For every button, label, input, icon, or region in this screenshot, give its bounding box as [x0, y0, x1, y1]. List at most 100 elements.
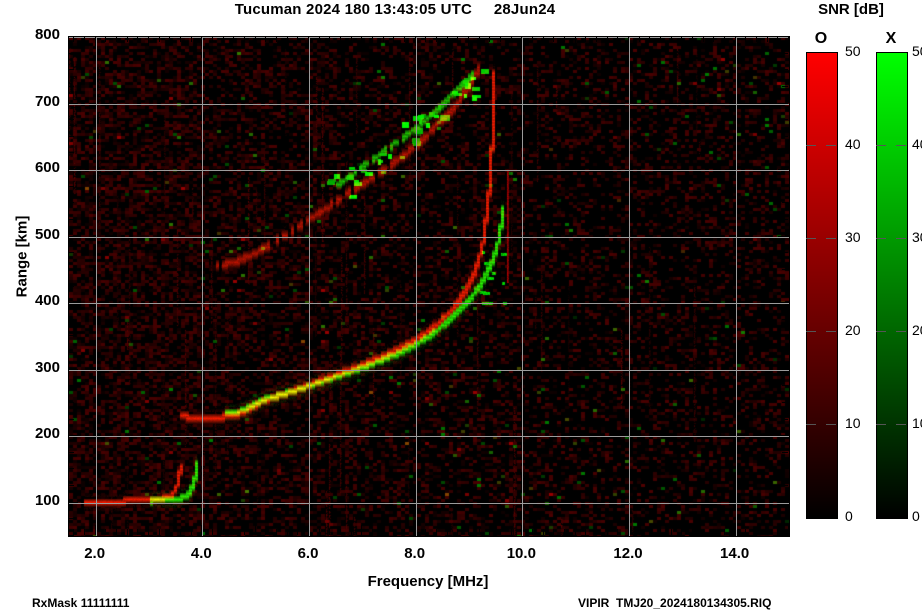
x-tick-bottom: [436, 529, 437, 535]
colorbar-o-tick-label: 40: [845, 136, 861, 152]
y-tick-right: [782, 402, 788, 403]
x-tick-top: [393, 36, 394, 42]
y-tick-left: [68, 352, 74, 353]
x-tick-bottom: [585, 529, 586, 535]
y-tick-left: [68, 119, 74, 120]
x-tick-bottom: [159, 529, 160, 535]
x-tick-top: [169, 36, 170, 42]
x-tick-bottom: [500, 529, 501, 535]
y-tick-right: [778, 502, 788, 503]
x-tick-top: [287, 36, 288, 42]
x-tick-top: [425, 36, 426, 42]
y-tick-right: [782, 335, 788, 336]
x-tick-top: [681, 36, 682, 46]
x-tick-bottom: [148, 525, 149, 535]
gridline-horizontal: [69, 303, 789, 304]
x-tick-bottom: [169, 529, 170, 535]
y-tick-right: [782, 269, 788, 270]
y-tick-right: [782, 152, 788, 153]
x-tick-top: [84, 36, 85, 42]
x-tick-bottom: [191, 529, 192, 535]
y-tick-left: [68, 468, 74, 469]
x-tick-label: 10.0: [506, 545, 536, 562]
x-tick-top: [212, 36, 213, 42]
y-tick-label: 500: [34, 225, 60, 243]
x-tick-bottom: [532, 529, 533, 535]
x-tick-bottom: [468, 525, 469, 535]
y-tick-right: [782, 468, 788, 469]
gridline-horizontal: [69, 170, 789, 171]
gridline-vertical: [309, 37, 310, 536]
y-tick-left: [68, 186, 74, 187]
x-tick-bottom: [73, 529, 74, 535]
x-tick-bottom: [84, 529, 85, 535]
gridline-horizontal: [69, 370, 789, 371]
x-tick-top: [105, 36, 106, 42]
colorbar-x-tick: [876, 331, 886, 332]
x-tick-top: [607, 36, 608, 42]
x-tick-bottom: [767, 529, 768, 535]
x-tick-bottom: [201, 525, 202, 535]
y-tick-right: [782, 518, 788, 519]
x-tick-bottom: [319, 529, 320, 535]
ionogram-plot[interactable]: [68, 36, 790, 537]
footer-rxmask: RxMask 11111111: [32, 596, 130, 610]
colorbar-o-tick: [806, 424, 816, 425]
x-tick-top: [575, 36, 576, 46]
x-tick-top: [308, 36, 309, 46]
colorbar-o-tick-label: 30: [845, 229, 861, 245]
x-tick-top: [660, 36, 661, 42]
y-tick-left: [68, 236, 78, 237]
x-tick-top: [628, 36, 629, 46]
x-tick-bottom: [479, 529, 480, 535]
x-tick-bottom: [639, 529, 640, 535]
x-tick-top: [340, 36, 341, 42]
gridline-vertical: [629, 37, 630, 536]
colorbar-o-mode[interactable]: [806, 52, 838, 519]
gridline-vertical: [736, 37, 737, 536]
y-tick-right: [782, 136, 788, 137]
x-tick-bottom: [724, 529, 725, 535]
y-tick-left: [68, 252, 74, 253]
y-tick-left: [68, 385, 74, 386]
colorbar-x-mode[interactable]: [876, 52, 908, 519]
y-tick-right: [782, 419, 788, 420]
footer-filename: VIPIR TMJ20_2024180134305.RIQ: [578, 596, 772, 610]
y-tick-left: [68, 502, 78, 503]
x-tick-top: [521, 36, 522, 46]
colorbar-x-tick-label: 0: [912, 508, 920, 524]
y-tick-right: [782, 202, 788, 203]
y-tick-left: [68, 535, 74, 536]
colorbar-x-tick: [896, 424, 906, 425]
y-tick-left: [68, 402, 74, 403]
colorbar-x-tick: [896, 145, 906, 146]
x-tick-top: [703, 36, 704, 42]
x-tick-bottom: [489, 529, 490, 535]
gridline-vertical: [96, 37, 97, 536]
x-tick-bottom: [457, 529, 458, 535]
x-tick-bottom: [777, 529, 778, 535]
x-tick-bottom: [265, 529, 266, 535]
x-tick-top: [191, 36, 192, 42]
x-tick-label: 6.0: [297, 545, 319, 562]
x-tick-top: [468, 36, 469, 46]
y-tick-left: [68, 53, 74, 54]
y-tick-right: [782, 385, 788, 386]
y-tick-left: [68, 452, 74, 453]
y-axis-title: Range [km]: [13, 215, 31, 298]
y-tick-left: [68, 435, 78, 436]
colorbar-o-tick-label: 0: [845, 508, 853, 524]
x-tick-top: [233, 36, 234, 42]
y-tick-right: [778, 103, 788, 104]
x-tick-bottom: [137, 529, 138, 535]
page-title: Tucuman 2024 180 13:43:05 UTC 28Jun24: [234, 1, 556, 18]
x-tick-top: [649, 36, 650, 42]
x-tick-bottom: [543, 529, 544, 535]
x-tick-top: [223, 36, 224, 42]
colorbar-x-tick: [876, 238, 886, 239]
x-tick-top: [777, 36, 778, 42]
y-tick-left: [68, 335, 74, 336]
x-tick-bottom: [628, 525, 629, 535]
colorbar-x-tick: [896, 331, 906, 332]
x-tick-top: [585, 36, 586, 42]
